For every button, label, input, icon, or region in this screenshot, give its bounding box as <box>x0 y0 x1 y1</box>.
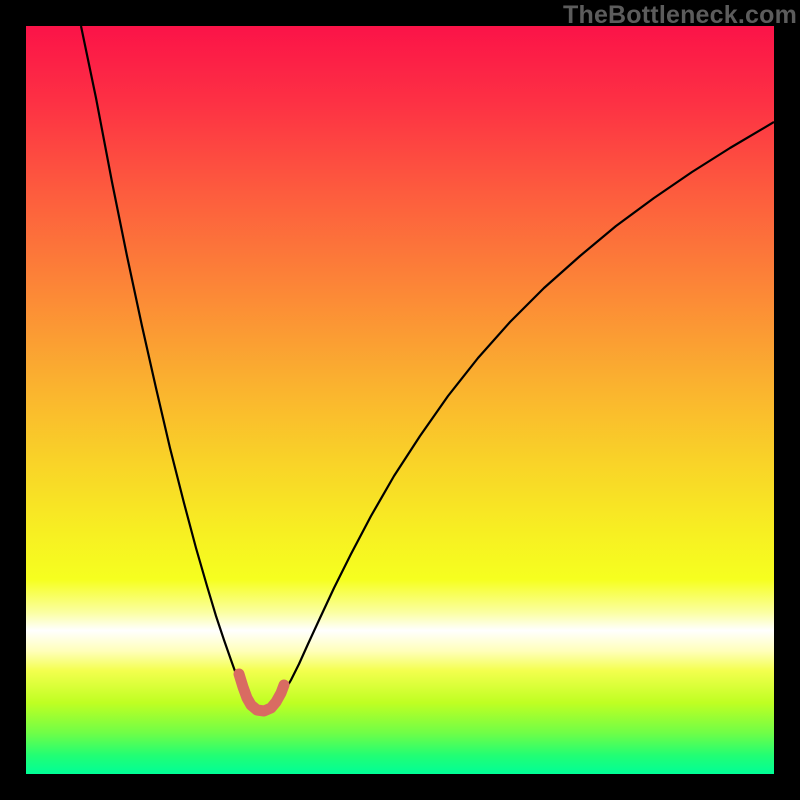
bottleneck-chart <box>26 26 774 774</box>
chart-background <box>26 26 774 774</box>
watermark-text: TheBottleneck.com <box>563 1 797 30</box>
chart-container <box>0 0 800 800</box>
